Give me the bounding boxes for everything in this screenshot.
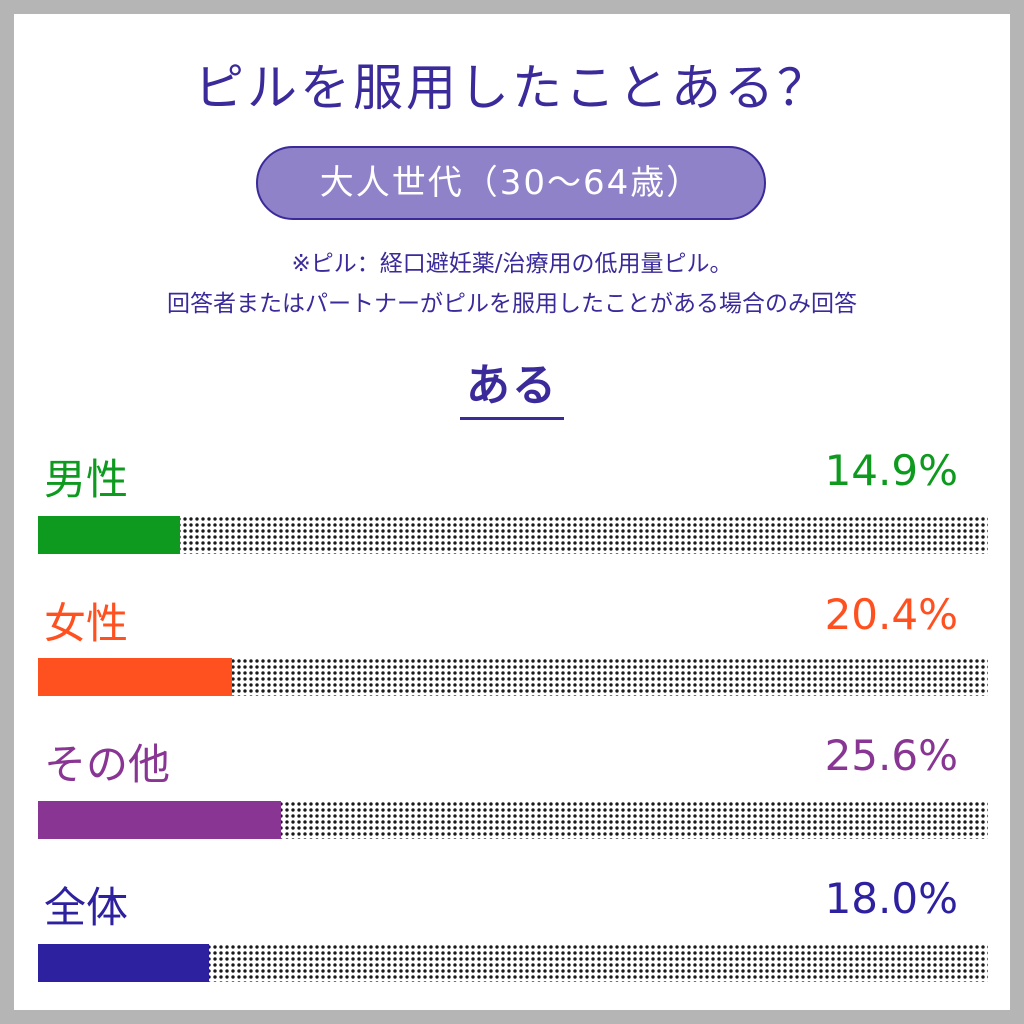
footnote-pill-definition: ※ピル：経口避妊薬/治療用の低用量ピル。 [291,251,733,277]
bar-track [38,801,988,839]
bar-label: 全体 [44,883,129,932]
bar-value-label: 14.9% [824,446,958,495]
footnote-respondents: 回答者またはパートナーがピルを服用したことがある場合のみ回答 [167,291,857,317]
bar-value-label: 25.6% [824,731,958,780]
bar-label: 女性 [44,599,129,648]
bar [38,658,232,696]
bar-track [38,658,988,696]
bar-value-label: 18.0% [824,874,958,923]
chart-title: ピルを服用したことある？ [194,59,830,117]
age-group-badge: 大人世代（30〜64歳） [256,146,766,220]
bar-track [38,516,988,554]
bar [38,944,209,982]
bar-value-label: 20.4% [824,590,958,639]
bar-label: 男性 [44,455,129,504]
bar [38,516,180,554]
bar [38,801,281,839]
bar-track [38,944,988,982]
bar-label: その他 [44,740,171,789]
answer-label: ある [460,349,564,420]
answer-heading: ある [0,349,1024,420]
